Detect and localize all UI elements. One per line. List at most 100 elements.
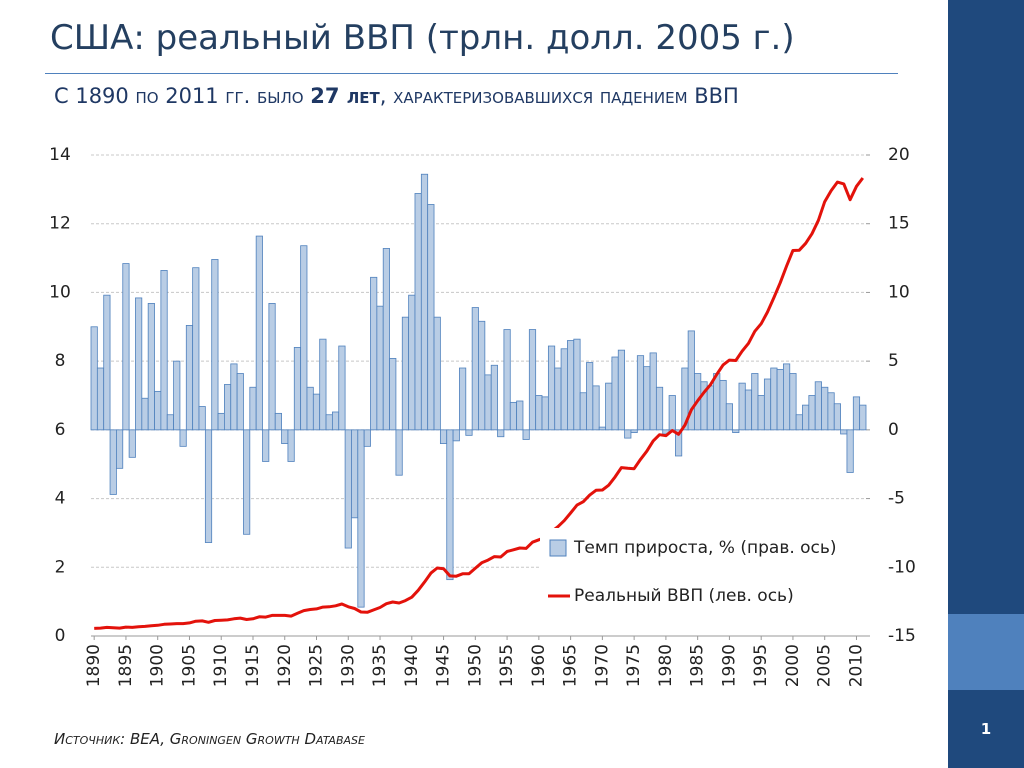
slide-title: США: реальный ВВП (трлн. долл. 2005 г.) — [50, 18, 795, 58]
bar — [382, 248, 390, 431]
x-tick-label: 1940 — [402, 644, 422, 687]
x-tick-label: 2000 — [783, 644, 803, 687]
bar — [211, 259, 219, 431]
x-tick-label: 1990 — [719, 644, 739, 687]
bar — [420, 173, 429, 431]
bar — [763, 378, 772, 431]
bar — [744, 389, 753, 431]
y-tick-label: 0 — [55, 626, 66, 646]
bar — [281, 429, 289, 445]
bar — [478, 320, 486, 431]
bar — [166, 414, 174, 431]
bar — [243, 429, 251, 535]
bar — [776, 368, 784, 431]
bar — [522, 429, 530, 440]
bar — [446, 429, 454, 581]
y-tick-label: 10 — [49, 282, 71, 302]
bar — [306, 386, 314, 431]
bar — [173, 360, 181, 431]
bar — [249, 386, 257, 431]
bar — [541, 396, 549, 431]
bar — [300, 245, 308, 431]
bar — [217, 412, 225, 431]
bar — [528, 329, 537, 431]
bar — [192, 267, 200, 431]
bar — [668, 395, 676, 431]
bar — [338, 345, 346, 431]
bar — [859, 404, 867, 431]
y2-tick-label: -5 — [888, 489, 905, 509]
bar — [598, 426, 606, 431]
bar — [655, 386, 664, 431]
bar — [204, 429, 213, 543]
x-tick-label: 1910 — [211, 644, 231, 687]
bar — [833, 403, 841, 431]
y2-tick-label: 15 — [888, 214, 910, 234]
bar — [439, 429, 448, 445]
bar — [452, 429, 460, 442]
bar — [592, 385, 600, 431]
x-tick-label: 1930 — [338, 644, 358, 687]
bar — [516, 400, 524, 431]
bar — [643, 366, 651, 431]
legend-box — [540, 528, 875, 618]
bar — [814, 381, 822, 431]
x-tick-label: 1975 — [624, 644, 644, 687]
x-tick-label: 1890 — [84, 644, 104, 687]
x-tick-label: 1905 — [179, 644, 199, 687]
source-note: Источник: BEA, Groningen Growth Database — [54, 730, 365, 748]
bar — [198, 406, 206, 431]
bar — [738, 382, 746, 431]
bar — [268, 303, 276, 431]
bar — [370, 276, 378, 431]
chart: 0 2 4 6 8 10 12 14 -15 -10 -5 0 5 10 15 20 1890 1895 1900 1… — [49, 145, 916, 687]
subtitle-text: , характеризовавшихся падением ВВП — [379, 84, 739, 108]
bar — [554, 367, 562, 431]
y2-tick-label: -15 — [888, 626, 916, 646]
bar — [331, 411, 340, 431]
bar — [465, 429, 473, 436]
bar — [109, 429, 117, 495]
subtitle-text: С 1890 по 2011 гг. было — [54, 84, 304, 108]
y2-tick-label: 20 — [888, 145, 910, 165]
x-tick-label: 1970 — [592, 644, 612, 687]
subtitle: С 1890 по 2011 гг. было 27 лет, характер… — [54, 84, 739, 108]
bar — [624, 429, 632, 439]
bar — [154, 390, 162, 431]
line — [94, 177, 864, 630]
y2-tick-label: 10 — [888, 282, 910, 302]
bar — [535, 395, 543, 431]
legend-label: Темп прироста, % (прав. ось) — [573, 538, 837, 558]
subtitle-bold: 27 лет — [310, 84, 380, 108]
bar — [459, 367, 467, 431]
bar — [224, 384, 232, 431]
bar — [795, 414, 803, 431]
x-tick-label: 1900 — [148, 644, 168, 687]
y2-tick-label: 0 — [888, 420, 899, 440]
x-tick-label: 1980 — [656, 644, 676, 687]
bar — [605, 382, 613, 431]
bar — [719, 379, 727, 431]
legend-swatch — [549, 539, 567, 557]
bar — [122, 263, 130, 431]
bar — [509, 401, 518, 431]
bar — [827, 392, 835, 431]
y-tick-label: 8 — [55, 351, 66, 371]
bar — [617, 349, 626, 431]
bar — [395, 429, 403, 476]
bar — [706, 385, 714, 431]
x-tick-label: 1920 — [275, 644, 295, 687]
bar — [344, 429, 352, 549]
x-tick-label: 1985 — [688, 644, 708, 687]
x-tick-label: 1945 — [434, 644, 454, 687]
bar — [262, 429, 270, 462]
bar — [401, 316, 410, 431]
bar — [351, 429, 359, 519]
bar — [503, 329, 511, 431]
bar — [135, 297, 143, 431]
bar — [852, 396, 861, 431]
x-tick-label: 1925 — [307, 644, 327, 687]
bar — [293, 346, 302, 431]
bar — [497, 429, 505, 438]
